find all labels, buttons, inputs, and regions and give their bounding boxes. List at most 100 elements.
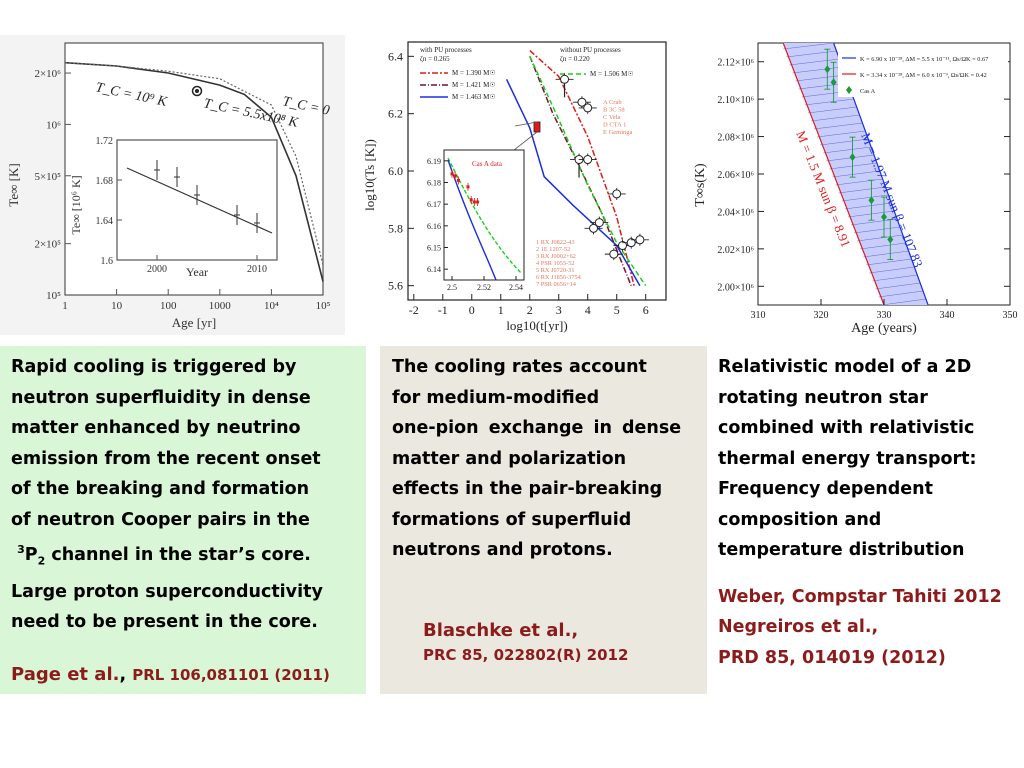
source-label: 2 1E 1207-52	[536, 246, 570, 253]
inset-y-tick: 1.6	[101, 256, 114, 267]
weber-cas-a-point	[868, 196, 875, 205]
page-x-ticks: 1 10 100 1000 10⁴ 10⁵	[62, 289, 331, 312]
weber-cas-a-point	[824, 65, 831, 74]
blaschke-cooling-plot: 6.4 6.2 6.0 5.8 5.6 -2 -1 0 1 2 3 4 5 6 log10(Ts [K]…	[360, 40, 670, 340]
source-label: A Crab	[603, 99, 622, 106]
source-label: E Geminga	[603, 129, 633, 136]
weber-cas-a-point	[887, 235, 894, 244]
inset-x-tick: 2010	[247, 264, 267, 275]
legend-right-header-2: ζn = 0.220	[560, 55, 590, 63]
legend-left-2: M = 1.421 M☉	[452, 81, 496, 89]
source-label: 1 RX J0822-43	[536, 239, 574, 246]
x-tick-label: 100	[160, 300, 177, 312]
blaschke-data-point	[583, 103, 593, 113]
green-line-5: of the breaking and formation	[11, 479, 310, 499]
y-tick-label: 5.6	[388, 279, 403, 293]
blaschke-curves	[505, 50, 647, 287]
inset-y-tick: 6.16	[427, 222, 441, 231]
blaschke-data-point	[626, 238, 636, 248]
page-ylabel: Te∞ [K]	[6, 163, 21, 206]
blaschke-ylabel: log10(Ts [K])	[362, 139, 377, 211]
y-tick-label: 2.10×10⁶	[717, 95, 754, 106]
beige-line-4: matter and polarization	[392, 448, 627, 469]
weber-cooling-plot: 2.12×10⁶ 2.10×10⁶ 2.08×10⁶ 2.06×10⁶ 2.04×10⁶…	[688, 35, 1024, 335]
y-tick-label: 2.04×10⁶	[717, 207, 754, 218]
y-tick-label: 2.00×10⁶	[717, 282, 754, 293]
blaschke-cas-a-marker	[533, 121, 541, 133]
weber-cas-a-point	[830, 78, 837, 87]
y-tick-label: 2.12×10⁶	[717, 58, 754, 69]
green-line-4: emission from the recent onset	[11, 448, 321, 469]
legend-left-header-2: ζn = 0.265	[420, 55, 450, 63]
source-label: 4 PSR 1055-52	[536, 260, 575, 267]
page-inset-content: 1.72 1.68 1.64 1.6 2000 2010	[96, 136, 273, 275]
inset-x-tick: 2.52	[477, 283, 491, 292]
x-tick-label: -2	[409, 303, 419, 317]
blaschke-data-point	[589, 223, 599, 233]
beige-line-3: one-pion exchange in dense	[392, 418, 682, 438]
green-ref-sep: ,	[119, 664, 133, 685]
white-line-3: combined with relativistic	[718, 418, 975, 438]
green-line-9: need to be present in the core.	[11, 612, 318, 633]
white-text-box: Relativistic model of a 2D rotating neut…	[707, 352, 1024, 692]
page-inset-ylabel: Te∞ [10⁶ K]	[69, 175, 83, 234]
green-line-2: neutron superfluidity in dense	[11, 387, 311, 408]
channel-sub: 2	[37, 554, 46, 568]
weber-legend-1: K = 6.90 x 10⁻²⁸, ΔM = 5.5 x 10⁻¹¹, Ωs/Ω…	[860, 56, 988, 63]
inset-x-tick: 2.54	[509, 283, 523, 292]
source-label: 6 RX J1856-3754	[536, 274, 582, 281]
blaschke-inset	[443, 149, 525, 281]
y-tick-label: 2×10⁶	[34, 68, 61, 80]
inset-blue-curve	[447, 159, 497, 281]
inset-x-tick: 2000	[147, 264, 167, 275]
green-ref-journal: PRL 106,081101 (2011)	[132, 665, 330, 684]
weber-legend-3: Cas A	[860, 88, 876, 95]
white-line-2: rotating neutron star	[718, 387, 928, 408]
page-xlabel: Age [yr]	[172, 315, 216, 330]
legend-right-header-1: without PU processes	[560, 46, 621, 54]
inset-cas-a-point	[469, 198, 473, 202]
source-label: 7 PSR 0656+14	[536, 281, 577, 288]
blaschke-inset-label: Cas A data	[472, 160, 503, 168]
green-reference: Page et al., PRL 106,081101 (2011)	[11, 660, 366, 691]
blaschke-series-line	[529, 56, 632, 286]
source-label: 3 RX J0002+62	[536, 253, 576, 260]
x-tick-label: 6	[643, 303, 649, 317]
channel-letter: P	[24, 544, 38, 565]
x-tick-label: 5	[614, 303, 620, 317]
blaschke-data-point	[618, 241, 628, 251]
x-tick-label: 340	[940, 310, 955, 321]
inset-cas-a-point	[466, 185, 470, 189]
x-tick-label: 3	[556, 303, 562, 317]
white-ref-1: Weber, Compstar Tahiti 2012	[718, 586, 1002, 607]
beige-line-6: formations of superfluid	[392, 509, 632, 530]
y-tick-label: 2.06×10⁶	[717, 170, 754, 181]
beige-ref-1: Blaschke et al.,	[423, 619, 579, 641]
x-tick-label: 350	[1003, 310, 1018, 321]
y-tick-label: 6.4	[388, 49, 403, 63]
y-tick-label: 5×10⁵	[34, 171, 61, 183]
blaschke-legend-left: with PU processes ζn = 0.265 M = 1.390 M…	[420, 46, 496, 101]
white-line-6: composition and	[718, 509, 882, 530]
blaschke-y-ticks: 6.4 6.2 6.0 5.8 5.6	[388, 49, 414, 293]
inset-y-tick: 6.14	[427, 265, 441, 274]
inset-fit-line	[126, 167, 273, 234]
page-cas-a-dot	[195, 89, 199, 93]
blaschke-series-line	[505, 78, 641, 287]
beige-line-5: effects in the pair-breaking	[392, 479, 663, 499]
white-line-5: Frequency dependent	[718, 479, 933, 499]
source-label: B 3C 58	[603, 107, 625, 114]
x-tick-label: 1000	[209, 300, 232, 312]
inset-cas-a-point	[472, 200, 476, 204]
x-tick-label: 10⁵	[316, 300, 331, 312]
x-tick-label: 320	[814, 310, 829, 321]
legend-left-3: M = 1.463 M☉	[452, 93, 496, 101]
x-tick-label: -1	[438, 303, 448, 317]
weber-legend-2: K = 3.34 x 10⁻²⁸, ΔM = 6.0 x 10⁻⁹, Ωs/ΩK…	[860, 72, 987, 79]
x-tick-label: 10	[111, 300, 123, 312]
page-cooling-plot: 2×10⁶ 10⁶ 5×10⁵ 2×10⁵ 10⁵ 1 10 100 1000 10⁴ 10⁵ T…	[0, 35, 345, 335]
inset-cas-a-point	[456, 178, 460, 182]
page-y-ticks: 2×10⁶ 10⁶ 5×10⁵ 2×10⁵ 10⁵	[34, 68, 71, 302]
weber-legend: K = 6.90 x 10⁻²⁸, ΔM = 5.5 x 10⁻¹¹, Ωs/Ω…	[838, 49, 1008, 97]
inset-cas-a-point	[450, 172, 454, 176]
